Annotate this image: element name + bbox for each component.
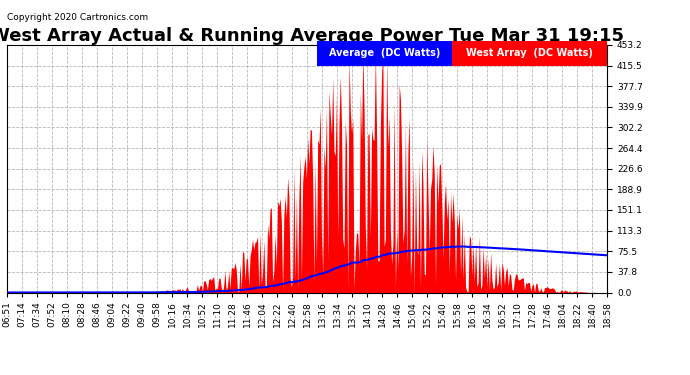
Text: Copyright 2020 Cartronics.com: Copyright 2020 Cartronics.com [7,13,148,22]
Text: West Array  (DC Watts): West Array (DC Watts) [466,48,593,58]
Title: West Array Actual & Running Average Power Tue Mar 31 19:15: West Array Actual & Running Average Powe… [0,27,624,45]
Text: Average  (DC Watts): Average (DC Watts) [329,48,440,58]
